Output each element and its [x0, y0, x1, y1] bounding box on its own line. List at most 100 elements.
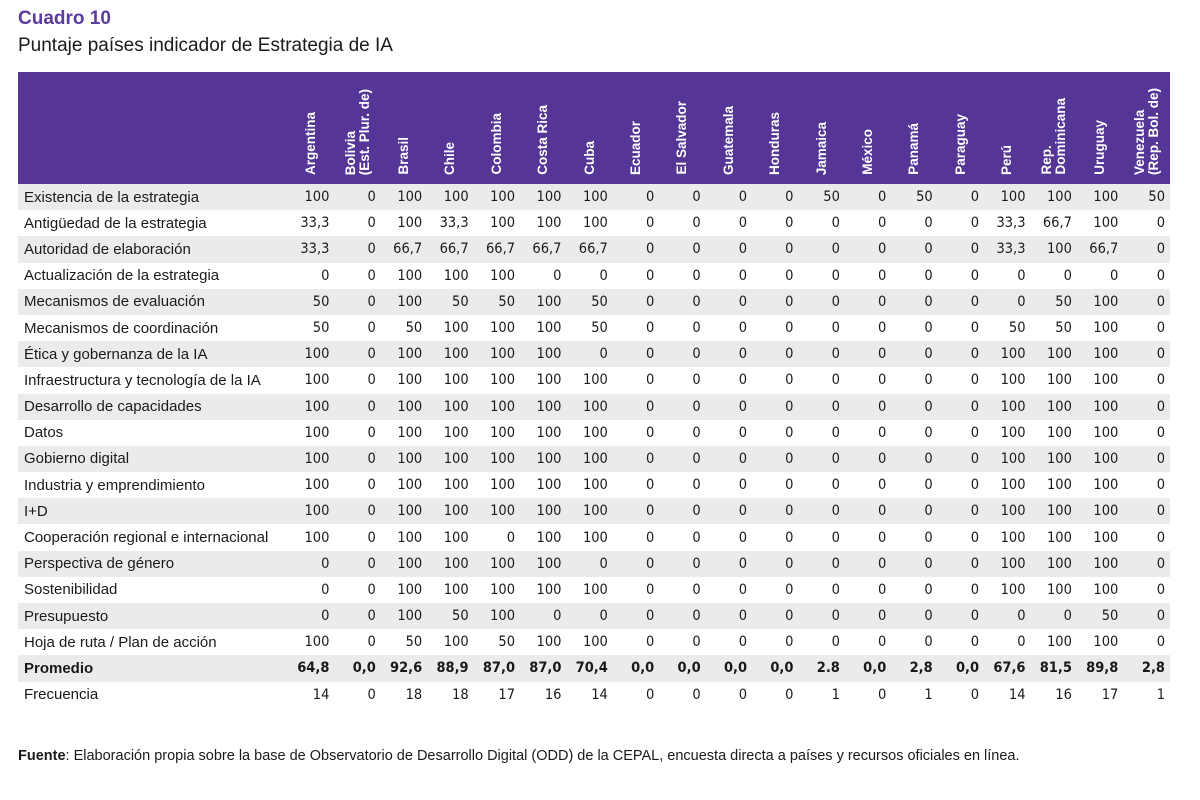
table-cell: 0 [844, 184, 892, 211]
table-cell: 100 [473, 341, 521, 368]
table-cell: 0 [334, 681, 381, 708]
table-cell: 0 [984, 288, 1031, 315]
table-cell: 0 [612, 210, 660, 237]
table-cell: 100 [1030, 393, 1077, 420]
table-cell: 100 [520, 367, 567, 394]
table-cell: 100 [1030, 184, 1077, 211]
table-cell: 0 [1030, 603, 1077, 630]
column-header: Argentina [288, 72, 335, 184]
table-row: Datos 100 0 100 100 100 100 100 0 0 0 0 0 0 0 0 100 100 10… [18, 419, 1170, 446]
table-cell: 100 [1076, 472, 1124, 499]
table-cell: 1 [798, 681, 845, 708]
table-body: Existencia de la estrategia 100 0 100 100 100… [18, 184, 1170, 708]
column-header-label: Guatemala [720, 105, 736, 175]
table-cell: 100 [520, 314, 567, 342]
table-cell: 100 [380, 576, 428, 603]
table-cell: 0 [520, 603, 567, 630]
table-cell: 0 [752, 341, 799, 368]
table-cell: 0 [844, 314, 892, 342]
table-cell: 33,3 [427, 210, 474, 237]
table-cell: 100 [566, 524, 613, 551]
table-cell: 0 [659, 550, 706, 577]
table-cell: 50 [288, 314, 335, 342]
table-cell: 100 [566, 184, 613, 211]
table-cell: 0 [937, 419, 985, 446]
table-cell: 33,3 [984, 210, 1031, 237]
table-cell: 100 [380, 210, 428, 237]
table-cell: 0 [798, 445, 845, 473]
table-cell: 50 [1030, 314, 1077, 342]
table-cell: 0 [334, 236, 381, 263]
table-cell: 0 [752, 367, 799, 394]
table-cell: 0 [937, 236, 985, 263]
table-cell: 100 [1030, 236, 1077, 263]
table-cell: 0 [937, 210, 985, 237]
table-cell: 0 [612, 550, 660, 577]
table-cell: 0 [612, 498, 660, 525]
column-header: Cuba [566, 72, 613, 184]
column-header-label: Rep. Dominicana [1038, 98, 1068, 175]
table-row: Industria y emprendimiento 100 0 100 100 100 1… [18, 472, 1170, 499]
table-cell: 50 [473, 288, 521, 315]
table-cell: 100 [473, 576, 521, 603]
table-cell: 0 [705, 419, 753, 446]
table-cell: 92,6 [380, 655, 428, 682]
table-cell: 100 [1076, 184, 1124, 211]
table-cell: 0 [288, 262, 335, 289]
table-cell: 0 [984, 262, 1031, 289]
table-cell: 100 [1030, 524, 1077, 551]
column-header: Paraguay [937, 72, 985, 184]
table-row: Ética y gobernanza de la IA 100 0 100 100 100… [18, 341, 1170, 368]
table-cell: 0 [566, 262, 613, 289]
table-cell: 100 [984, 498, 1031, 525]
table-row: Gobierno digital 100 0 100 100 100 100 100 0 0 0 0 0… [18, 445, 1170, 473]
table-cell: 0 [844, 236, 892, 263]
table-cell: 0 [334, 629, 381, 656]
table-cell: 16 [1030, 681, 1077, 708]
table-cell: 0 [937, 341, 985, 368]
column-header-label: Bolivia (Est. Plur. de) [342, 88, 372, 175]
table-cell: 0 [659, 367, 706, 394]
table-cell: 1 [1123, 681, 1170, 708]
table-cell: 0 [1123, 498, 1170, 525]
table-cell: 0 [612, 393, 660, 420]
table-cell: 100 [984, 419, 1031, 446]
table-cell: 0 [705, 629, 753, 656]
table-cell: 100 [1030, 367, 1077, 394]
table-cell: 100 [520, 629, 567, 656]
table-cell: 0 [1030, 262, 1077, 289]
column-header: Costa Rica [520, 72, 567, 184]
table-cell: 0 [937, 629, 985, 656]
table-cell: 0 [844, 681, 892, 708]
table-cell: 100 [566, 393, 613, 420]
table-row: Frecuencia 14 0 18 18 17 16 14 0 0 0 0 1 0 1 0 14 16 17 1 [18, 681, 1170, 708]
table-cell: 100 [566, 498, 613, 525]
table-cell: 0 [334, 314, 381, 342]
table-cell: 0 [659, 419, 706, 446]
table-cell: 0 [334, 288, 381, 315]
table-cell: 0 [891, 314, 938, 342]
row-label: Actualización de la estrategia [18, 262, 288, 289]
table-cell: 100 [380, 550, 428, 577]
table-cell: 100 [1076, 576, 1124, 603]
table-cell: 33,3 [984, 236, 1031, 263]
table-cell: 66,7 [1076, 236, 1124, 263]
table-cell: 50 [473, 629, 521, 656]
table-cell: 0 [984, 629, 1031, 656]
table-cell: 0 [659, 236, 706, 263]
table-cell: 0 [798, 629, 845, 656]
table-cell: 14 [984, 681, 1031, 708]
table-cell: 0 [752, 603, 799, 630]
table-cell: 0 [844, 262, 892, 289]
table-cell: 100 [380, 419, 428, 446]
table-cell: 0 [937, 472, 985, 499]
table-cell: 0 [659, 341, 706, 368]
table-cell: 0 [659, 288, 706, 315]
table-cell: 0 [705, 524, 753, 551]
column-header: México [844, 72, 892, 184]
table-cell: 0 [891, 498, 938, 525]
table-cell: 0 [334, 262, 381, 289]
table-cell: 100 [520, 210, 567, 237]
table-cell: 0 [659, 472, 706, 499]
table-cell: 0 [798, 288, 845, 315]
